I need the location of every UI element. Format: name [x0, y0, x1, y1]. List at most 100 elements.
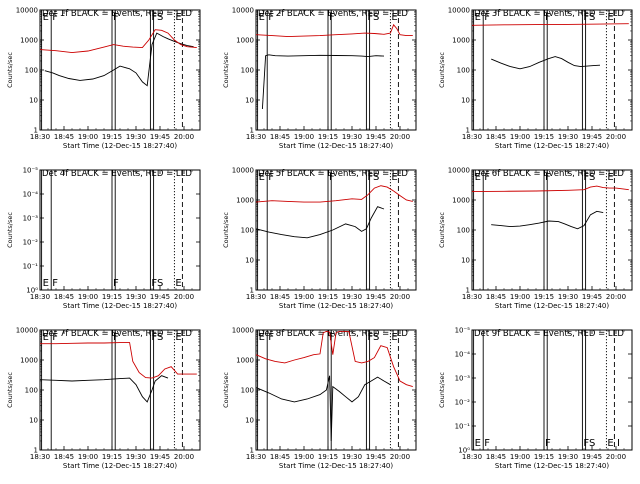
marker-letter: F	[52, 278, 58, 289]
x-tick-label: 19:15	[318, 453, 338, 461]
x-axis-label: Start Time (12-Dec-15 18:27:40)	[63, 302, 177, 310]
x-tick-label: 19:15	[102, 133, 122, 141]
marker-letter: F	[329, 332, 335, 343]
x-tick-label: 19:30	[126, 293, 146, 301]
y-tick-label: 1	[250, 287, 254, 295]
marker-letter: F	[268, 172, 274, 183]
lld-series-line	[255, 330, 413, 388]
events-series-line	[44, 32, 194, 87]
detector-panel: Det 7f BLACK = Events, RED = LLD 1 10 100 10…	[6, 327, 201, 470]
marker-letter: F	[545, 12, 551, 23]
y-axis-label: Counts/sec	[6, 212, 14, 248]
x-tick-label: 19:30	[558, 453, 578, 461]
x-tick-label: 19:00	[510, 453, 530, 461]
x-tick-label: 20:00	[390, 453, 410, 461]
x-tick-label: 18:30	[462, 293, 482, 301]
marker-letter: FS	[151, 278, 163, 289]
marker-letter: FS	[367, 332, 379, 343]
x-tick-label: 19:45	[582, 133, 602, 141]
plot-frame	[255, 169, 417, 291]
y-tick-label: 10⁻⁴	[455, 351, 471, 359]
marker-letter: F	[484, 172, 490, 183]
x-tick-label: 18:45	[486, 293, 506, 301]
marker-letter: F	[113, 278, 119, 289]
x-axis-label: Start Time (12-Dec-15 18:27:40)	[279, 302, 393, 310]
y-tick-label: 10⁻¹	[23, 263, 39, 271]
x-tick-label: 19:15	[534, 293, 554, 301]
x-tick-label: 18:30	[462, 453, 482, 461]
x-tick-label: 19:15	[318, 133, 338, 141]
events-series-line	[491, 56, 601, 70]
marker-letter: E	[259, 332, 265, 343]
y-tick-label: 10000	[232, 327, 254, 335]
panel-title: Det 5f BLACK = Events, RED = LLD	[258, 169, 408, 179]
lld-series-line	[39, 29, 197, 54]
panel-title: Det 3f BLACK = Events, RED = LLD	[474, 9, 624, 19]
y-tick-label: 10⁻²	[455, 399, 471, 407]
x-tick-label: 19:45	[150, 133, 170, 141]
marker-letter: E	[175, 332, 181, 343]
x-tick-label: 19:00	[510, 133, 530, 141]
x-tick-label: 19:45	[582, 453, 602, 461]
marker-letter: F	[113, 332, 119, 343]
y-tick-label: 100	[457, 67, 470, 75]
marker-letter: E	[607, 172, 613, 183]
x-tick-label: 18:30	[30, 133, 50, 141]
y-tick-label: 1	[250, 127, 254, 135]
y-tick-label: 1000	[20, 357, 38, 365]
marker-letter: F	[545, 438, 551, 449]
y-tick-label: 10⁰	[458, 447, 470, 455]
marker-letter: E	[475, 172, 481, 183]
y-tick-label: 1000	[452, 37, 470, 45]
x-tick-label: 19:45	[366, 453, 386, 461]
x-axis-label: Start Time (12-Dec-15 18:27:40)	[495, 142, 609, 150]
plot-frame	[471, 9, 633, 131]
marker-letter: E	[175, 12, 181, 23]
y-tick-label: 100	[241, 387, 254, 395]
y-tick-label: 10	[461, 97, 470, 105]
y-tick-label: 1	[250, 447, 254, 455]
marker-letter: E	[607, 12, 613, 23]
y-tick-label: 100	[25, 67, 38, 75]
marker-letter: F	[268, 12, 274, 23]
x-tick-label: 19:00	[78, 133, 98, 141]
y-axis-label: Counts/sec	[438, 52, 446, 88]
lld-series-line	[471, 23, 629, 26]
marker-letter: F	[52, 12, 58, 23]
marker-letter: FS	[151, 332, 163, 343]
marker-letter: E	[175, 278, 181, 289]
x-tick-label: 18:45	[54, 293, 74, 301]
y-tick-label: 1000	[236, 197, 254, 205]
detector-panel: Det 4f BLACK = Events, RED = LLD 10⁰ 10⁻¹ 1…	[6, 167, 201, 310]
events-series-line	[255, 375, 391, 442]
y-tick-label: 10⁻²	[23, 239, 39, 247]
marker-letter: I	[617, 438, 620, 449]
lld-series-line	[471, 185, 629, 193]
detector-panel: Det 8f BLACK = Events, RED = LLD 1 10 100 10…	[222, 327, 417, 470]
x-tick-label: 19:00	[78, 293, 98, 301]
marker-letter: F	[329, 172, 335, 183]
x-tick-label: 18:30	[462, 133, 482, 141]
y-axis-label: Counts/sec	[222, 52, 230, 88]
marker-letter: FS	[151, 12, 163, 23]
x-tick-label: 19:15	[534, 453, 554, 461]
plot-frame	[39, 329, 201, 451]
events-series-line	[491, 210, 604, 230]
x-axis-label: Start Time (12-Dec-15 18:27:40)	[63, 462, 177, 470]
y-tick-label: 10⁻³	[455, 375, 471, 383]
x-axis-label: Start Time (12-Dec-15 18:27:40)	[279, 462, 393, 470]
x-tick-label: 19:00	[294, 133, 314, 141]
detector-panel: Det 6f BLACK = Events, RED = LLD 1 10 100 10…	[438, 167, 633, 310]
y-tick-label: 1	[466, 127, 470, 135]
y-tick-label: 1000	[236, 357, 254, 365]
y-tick-label: 1	[34, 447, 38, 455]
y-tick-label: 10⁻⁴	[23, 191, 39, 199]
x-axis-label: Start Time (12-Dec-15 18:27:40)	[495, 462, 609, 470]
x-tick-label: 20:00	[174, 133, 194, 141]
x-tick-label: 19:00	[294, 293, 314, 301]
x-tick-label: 19:45	[366, 133, 386, 141]
x-tick-label: 19:45	[150, 293, 170, 301]
y-tick-label: 100	[25, 387, 38, 395]
y-tick-label: 100	[241, 227, 254, 235]
detector-panel: Det 5f BLACK = Events, RED = LLD 1 10 100 10…	[222, 167, 417, 310]
